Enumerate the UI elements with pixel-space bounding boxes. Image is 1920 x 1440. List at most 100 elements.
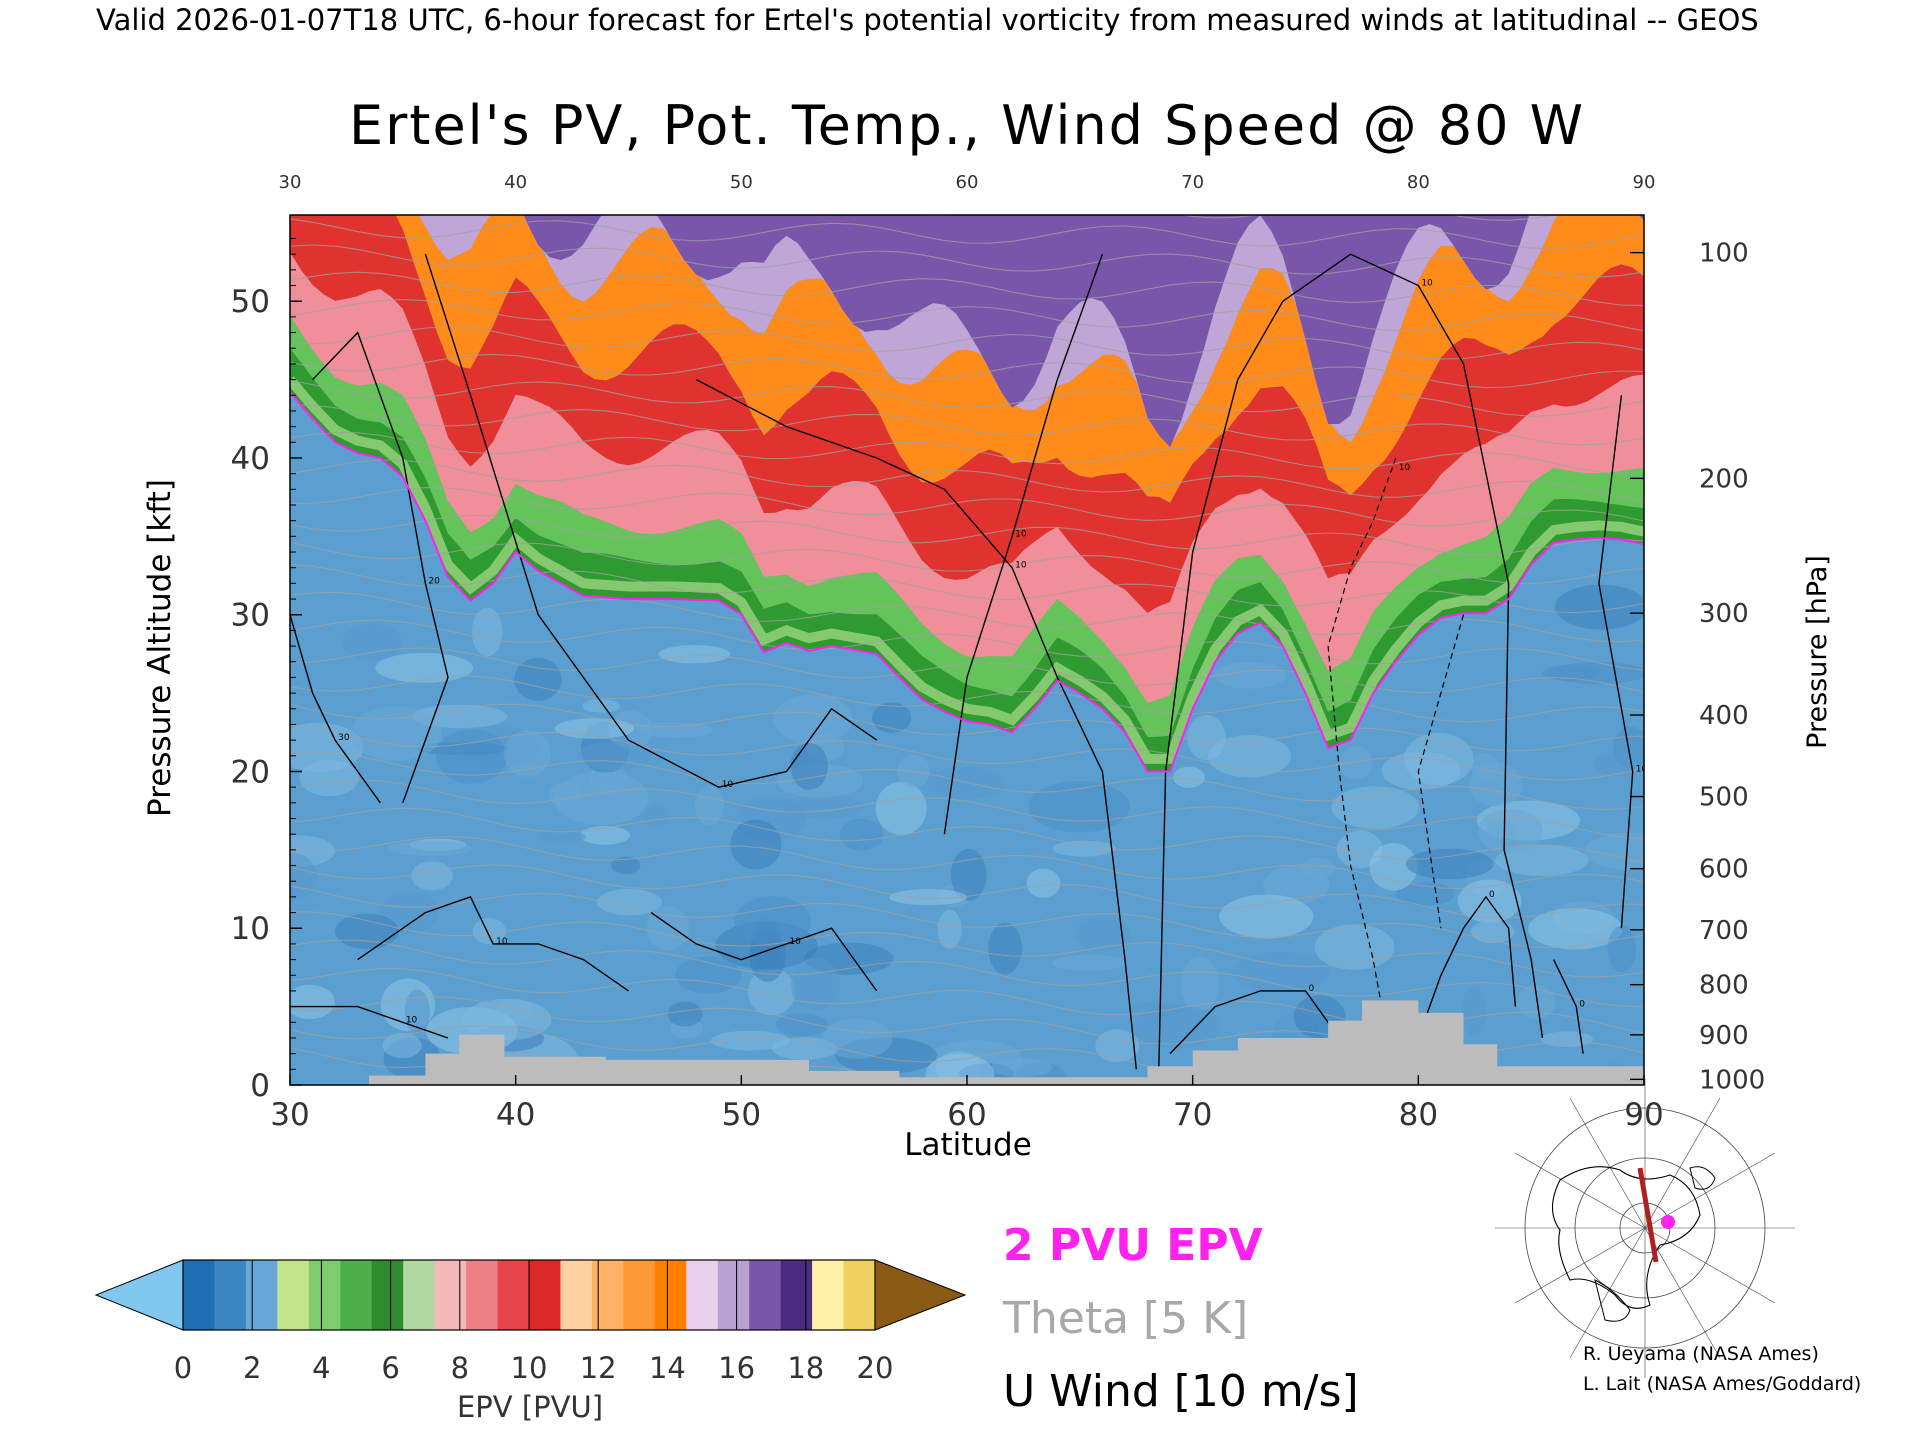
colorbar-tick-label: 20: [857, 1351, 894, 1385]
two-pvu-contour: [290, 391, 1644, 773]
troposphere-patch: [582, 699, 620, 713]
map-location-marker: [1661, 1215, 1675, 1229]
colorbar-label: EPV [PVU]: [457, 1390, 603, 1424]
u-wind-easterly-line: [1327, 457, 1397, 1023]
epv-layer-band: [290, 215, 1644, 613]
u-wind-contours: 30 20 10 10 10 10 0 10 10 10 10 0 0 10: [290, 253, 1644, 1070]
top-tick-label: 50: [730, 172, 753, 193]
legend-epv: 2 PVU EPV: [1003, 1220, 1263, 1271]
epv-layer-band: [523, 215, 1644, 448]
x-tick-label: 60: [947, 1097, 986, 1133]
colorbar-segment: [214, 1260, 247, 1330]
troposphere-patch: [1477, 808, 1543, 855]
theta-line: [290, 1046, 1153, 1085]
top-tick-label: 90: [1633, 172, 1656, 193]
colorbar-tick-label: 2: [243, 1351, 261, 1385]
u-wind-line: [290, 1005, 449, 1039]
colorbar-segment: [591, 1260, 624, 1330]
x-tick-label: 90: [1624, 1097, 1663, 1133]
epv-layer-band: [290, 348, 1644, 772]
x-tick-label: 50: [722, 1097, 761, 1133]
troposphere-patch: [791, 957, 840, 1011]
x-axis-title: Latitude: [904, 1127, 1032, 1163]
troposphere-patch: [1026, 868, 1061, 898]
troposphere-patch: [1180, 956, 1219, 1012]
u-wind-line: [357, 896, 629, 992]
troposphere-patch: [839, 818, 884, 851]
legend-u-wind: U Wind [10 m/s]: [1003, 1366, 1359, 1417]
troposphere-patch: [553, 771, 649, 826]
colorbar-under-arrow: [94, 1259, 184, 1331]
troposphere-patch: [1314, 924, 1395, 970]
troposphere-patch: [1470, 920, 1515, 944]
u-wind-label: 10: [1015, 529, 1027, 539]
troposphere-patch: [1405, 848, 1494, 880]
x-tick-label: 80: [1399, 1097, 1438, 1133]
map-transect-line: [1637, 1167, 1659, 1263]
theta-line: [290, 564, 1644, 614]
right-tick-label: 400: [1699, 701, 1749, 731]
colorbar-over-arrow: [874, 1259, 967, 1331]
troposphere-patch: [375, 653, 474, 683]
troposphere-patch: [889, 889, 968, 906]
troposphere-patch: [1584, 832, 1644, 871]
troposphere-patch: [299, 760, 359, 797]
right-tick-label: 600: [1699, 855, 1749, 885]
y-tick-label: 40: [231, 441, 270, 477]
troposphere-patch: [747, 968, 796, 1016]
y-tick-label: 30: [231, 598, 270, 634]
map-coastline: [1551, 1166, 1701, 1309]
epv-layer-band: [290, 252, 1644, 703]
troposphere-patch: [875, 781, 927, 835]
u-wind-line: [312, 331, 449, 804]
chart-title: Ertel's PV, Pot. Temp., Wind Speed @ 80 …: [349, 94, 1585, 157]
troposphere-patch: [382, 1032, 422, 1059]
u-wind-label: 0: [1309, 984, 1315, 994]
troposphere-patch: [1548, 662, 1644, 685]
troposphere-patch: [1528, 908, 1623, 950]
y-tick-label: 20: [231, 754, 270, 790]
top-tick-label: 60: [956, 172, 979, 193]
colorbar-segment: [245, 1260, 278, 1330]
theta-line: [290, 864, 1644, 919]
x-tick-label: 40: [496, 1097, 535, 1133]
troposphere-patch: [597, 888, 662, 916]
troposphere-patch: [658, 645, 731, 664]
right-tick-label: 800: [1699, 971, 1749, 1001]
header-caption: Valid 2026-01-07T18 UTC, 6-hour forecast…: [96, 3, 1759, 37]
map-coastline: [1594, 1279, 1631, 1322]
troposphere-patch: [462, 998, 552, 1041]
u-wind-label: 0: [1579, 1000, 1585, 1010]
troposphere-patch: [988, 922, 1022, 975]
troposphere-patch: [290, 984, 335, 1020]
colorbar-segment: [371, 1260, 404, 1330]
troposphere-patch: [1540, 1031, 1594, 1047]
locator-map: [1495, 1078, 1795, 1378]
u-wind-line: [1553, 959, 1584, 1054]
u-wind-label: 10: [496, 937, 508, 947]
theta-line: [290, 835, 1644, 890]
theta-line: [290, 751, 1644, 811]
troposphere-patch: [1339, 746, 1373, 780]
troposphere-patch: [675, 956, 742, 994]
right-tick-label: 700: [1699, 916, 1749, 946]
theta-line: [290, 353, 1644, 389]
u-wind-label: 10: [406, 1015, 418, 1025]
colorbar-segment: [654, 1260, 687, 1330]
colorbar-tick-label: 4: [312, 1351, 330, 1385]
colorbar-segment: [183, 1260, 216, 1330]
epv-layer-band: [395, 215, 1644, 503]
colorbar-segment: [749, 1260, 782, 1330]
colorbar-segment: [497, 1260, 530, 1330]
credit-line-1: R. Ueyama (NASA Ames): [1583, 1343, 1819, 1365]
troposphere-patch: [1592, 753, 1637, 776]
u-wind-label: 10: [1015, 561, 1027, 571]
colorbar-segment: [843, 1260, 876, 1330]
map-meridian: [1569, 1097, 1646, 1229]
troposphere-patch: [579, 826, 631, 845]
colorbar-tick-label: 6: [381, 1351, 399, 1385]
u-wind-line: [650, 912, 878, 992]
troposphere-patch: [775, 1013, 829, 1037]
theta-line: [290, 271, 1644, 307]
troposphere-patch: [436, 729, 507, 784]
